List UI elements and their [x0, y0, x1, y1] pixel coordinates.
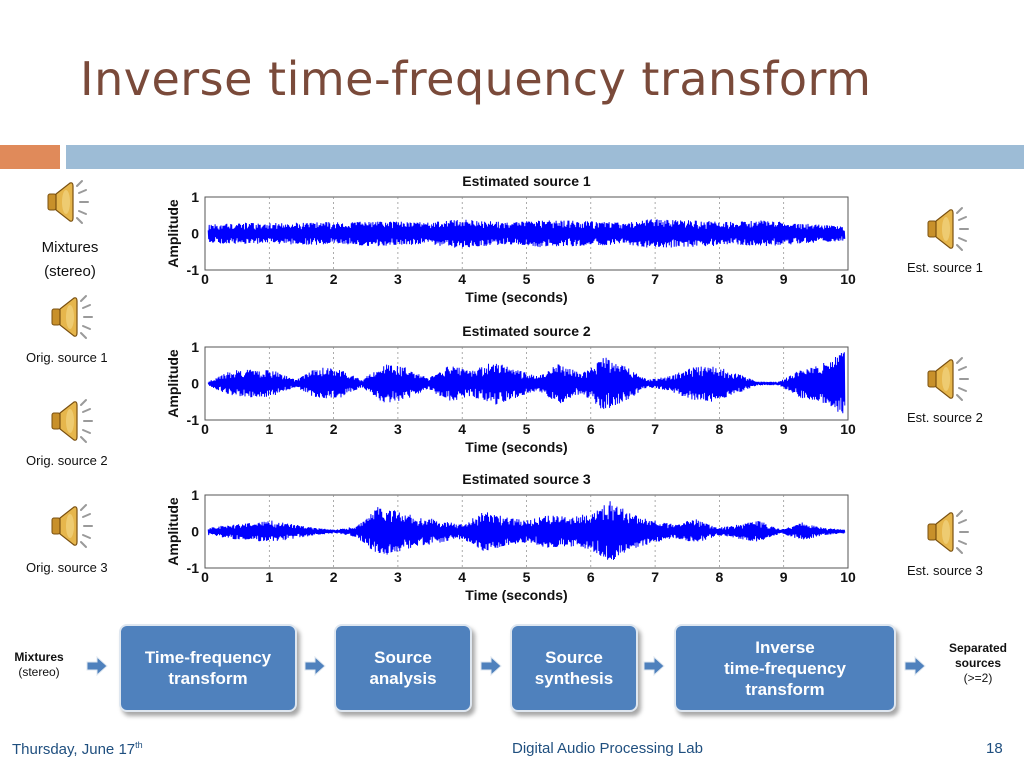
x-axis-label: Time (seconds)	[465, 289, 567, 305]
x-tick-label: 0	[201, 421, 209, 437]
x-tick-label: 6	[587, 271, 595, 287]
y-tick-label: 0	[191, 524, 199, 540]
chart-title: Estimated source 1	[462, 173, 591, 189]
y-tick-label: -1	[187, 412, 200, 428]
x-tick-label: 7	[651, 271, 659, 287]
footer-center: Digital Audio Processing Lab	[512, 740, 703, 757]
x-tick-label: 9	[780, 421, 788, 437]
est-source-1-label: Est. source 1	[907, 260, 983, 275]
x-tick-label: 8	[716, 421, 724, 437]
arrow-right-icon	[86, 655, 108, 677]
y-axis-label: Amplitude	[165, 349, 181, 418]
y-tick-label: 1	[191, 339, 199, 355]
step-time-frequency-transform: Time-frequency transform	[119, 624, 297, 712]
x-tick-label: 10	[840, 569, 856, 585]
flow-output-title-1: Separated	[948, 641, 1008, 655]
y-tick-label: 1	[191, 487, 199, 503]
orig-source-2-label: Orig. source 2	[26, 453, 108, 468]
speaker-icon[interactable]	[924, 355, 970, 403]
speaker-icon[interactable]	[924, 508, 970, 556]
waveform-series	[207, 352, 846, 414]
mixtures-label-line2: (stereo)	[44, 263, 96, 280]
accent-bar-blue	[66, 145, 1024, 169]
footer-page-number: 18	[986, 740, 1003, 757]
flow-output-sub: (>=2)	[963, 671, 993, 685]
x-axis-label: Time (seconds)	[465, 587, 567, 603]
x-tick-label: 5	[523, 271, 531, 287]
y-axis-label: Amplitude	[165, 497, 181, 566]
speaker-icon[interactable]	[48, 502, 94, 550]
arrow-right-icon	[904, 655, 926, 677]
flow-output-title-2: sources	[954, 656, 1002, 670]
flow-input-title: Mixtures	[14, 650, 64, 664]
chart-title: Estimated source 2	[462, 323, 591, 339]
orig-source-3-label: Orig. source 3	[26, 560, 108, 575]
accent-bar-orange	[0, 145, 60, 169]
y-axis-label: Amplitude	[165, 199, 181, 268]
x-tick-label: 0	[201, 271, 209, 287]
x-tick-label: 2	[330, 271, 338, 287]
est-source-3-label: Est. source 3	[907, 563, 983, 578]
y-tick-label: 0	[191, 226, 199, 242]
y-tick-label: -1	[187, 262, 200, 278]
x-tick-label: 5	[523, 569, 531, 585]
speaker-icon[interactable]	[924, 205, 970, 253]
mixtures-label-line1: Mixtures	[41, 239, 99, 256]
y-tick-label: 1	[191, 189, 199, 205]
x-tick-label: 4	[458, 271, 466, 287]
est-source-2-label: Est. source 2	[907, 410, 983, 425]
x-tick-label: 6	[587, 421, 595, 437]
waveform-series	[207, 219, 846, 248]
x-tick-label: 4	[458, 569, 466, 585]
x-tick-label: 6	[587, 569, 595, 585]
x-tick-label: 5	[523, 421, 531, 437]
flow-input-sub: (stereo)	[18, 665, 60, 679]
x-tick-label: 10	[840, 421, 856, 437]
slide-title: Inverse time-frequency transform	[80, 52, 872, 106]
mixtures-label: Mixtures (stereo)	[30, 236, 110, 284]
orig-source-1-label: Orig. source 1	[26, 350, 108, 365]
x-tick-label: 8	[716, 271, 724, 287]
flow-output-label: Separated sources (>=2)	[936, 641, 1020, 686]
arrow-right-icon	[480, 655, 502, 677]
flow-input-label: Mixtures (stereo)	[6, 650, 72, 680]
speaker-icon[interactable]	[44, 178, 90, 226]
x-tick-label: 9	[780, 271, 788, 287]
x-tick-label: 7	[651, 421, 659, 437]
speaker-icon[interactable]	[48, 293, 94, 341]
x-tick-label: 2	[330, 569, 338, 585]
x-tick-label: 1	[265, 271, 273, 287]
x-tick-label: 9	[780, 569, 788, 585]
waveform-series	[207, 501, 846, 561]
arrow-right-icon	[643, 655, 665, 677]
x-tick-label: 4	[458, 421, 466, 437]
x-tick-label: 7	[651, 569, 659, 585]
arrow-right-icon	[304, 655, 326, 677]
x-tick-label: 3	[394, 421, 402, 437]
footer-date-suffix: th	[135, 740, 143, 750]
step-inverse-time-frequency-transform: Inverse time-frequency transform	[674, 624, 896, 712]
x-tick-label: 1	[265, 421, 273, 437]
x-tick-label: 2	[330, 421, 338, 437]
step-source-analysis: Source analysis	[334, 624, 472, 712]
x-tick-label: 1	[265, 569, 273, 585]
x-tick-label: 10	[840, 271, 856, 287]
y-tick-label: -1	[187, 560, 200, 576]
x-tick-label: 0	[201, 569, 209, 585]
chart-title: Estimated source 3	[462, 471, 591, 487]
x-axis-label: Time (seconds)	[465, 439, 567, 455]
x-tick-label: 8	[716, 569, 724, 585]
x-tick-label: 3	[394, 271, 402, 287]
footer-date: Thursday, June 17th	[12, 740, 143, 758]
footer-date-text: Thursday, June 17	[12, 741, 136, 758]
step-source-synthesis: Source synthesis	[510, 624, 638, 712]
speaker-icon[interactable]	[48, 397, 94, 445]
y-tick-label: 0	[191, 376, 199, 392]
x-tick-label: 3	[394, 569, 402, 585]
